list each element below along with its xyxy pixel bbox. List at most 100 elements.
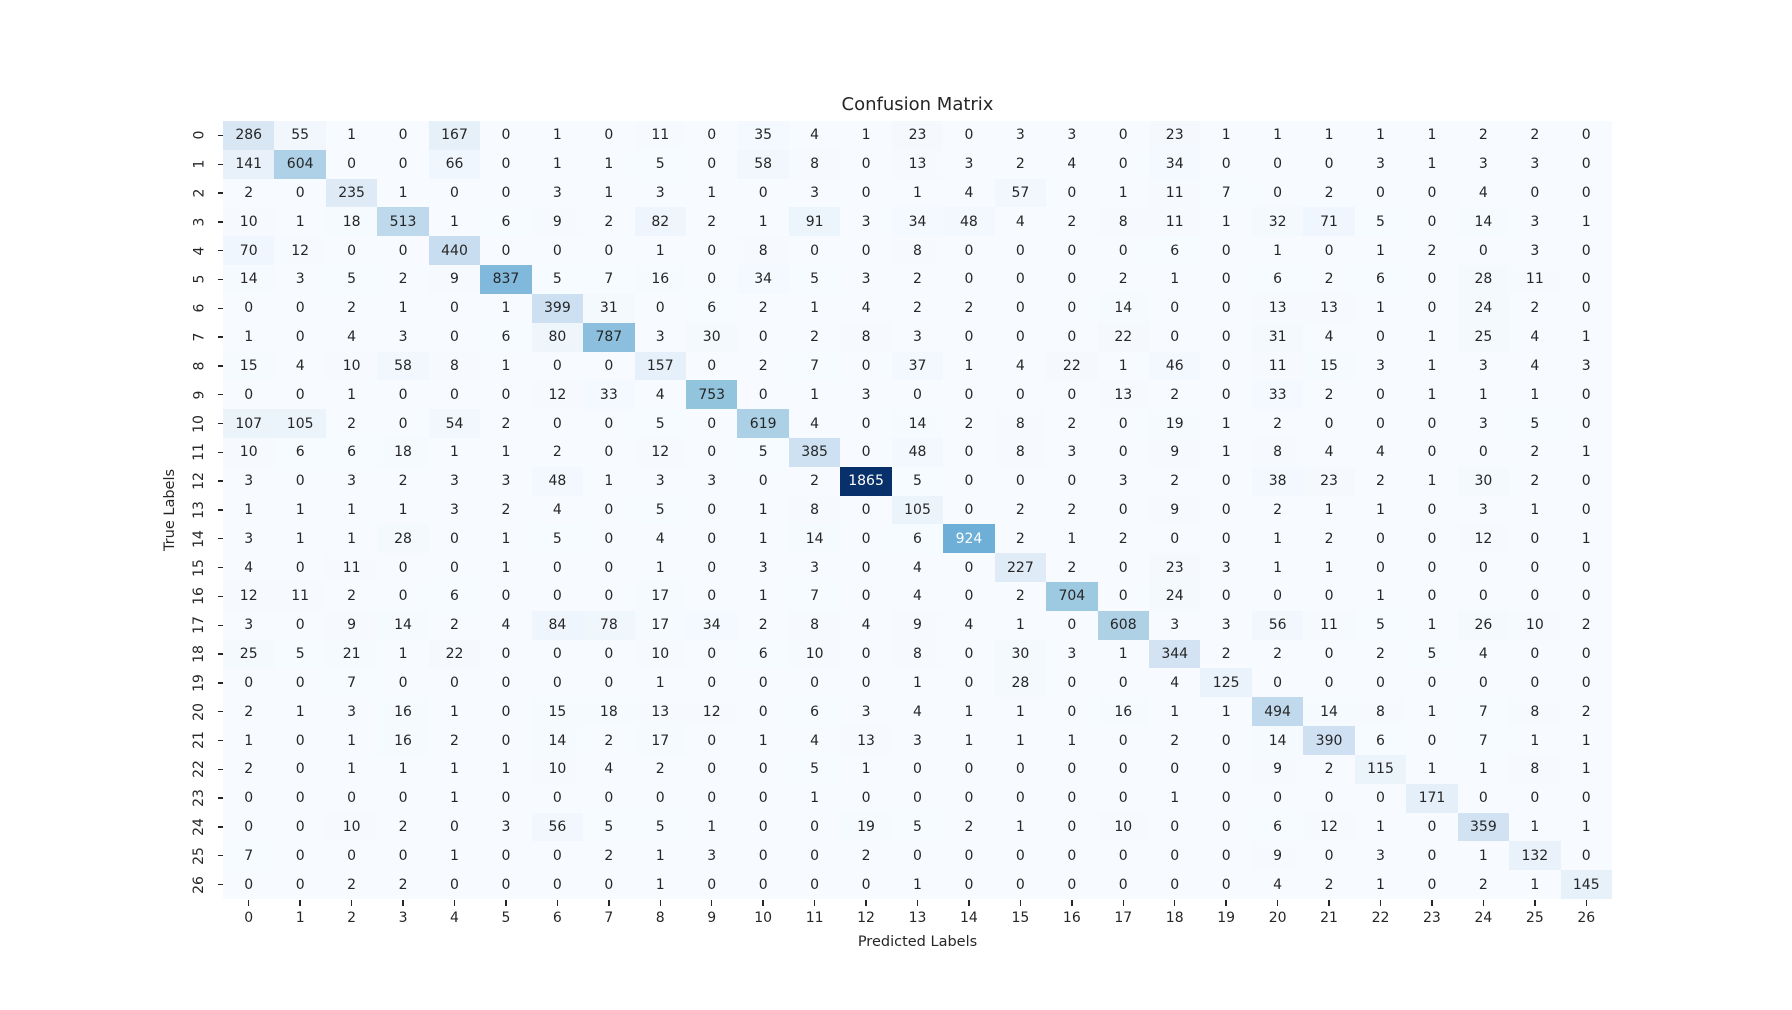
matrix-cell-r1-c19: 0 [1200,149,1252,179]
matrix-cell-r14-c19: 0 [1200,524,1252,554]
matrix-cell-r2-c4: 0 [428,178,481,208]
matrix-cell-r2-c25: 0 [1509,178,1561,208]
matrix-cell-r18-c26: 0 [1560,639,1612,669]
matrix-cell-r6-c6: 399 [531,293,584,323]
matrix-cell-r3-c24: 14 [1457,207,1510,237]
y-tick-label-10: 10 [190,414,207,433]
y-tick-mark-20 [218,710,223,713]
matrix-cell-r13-c0: 1 [223,495,275,525]
matrix-cell-r17-c22: 5 [1354,610,1407,640]
matrix-cell-r16-c15: 2 [994,582,1047,611]
matrix-cell-r5-c16: 0 [1046,265,1098,294]
matrix-cell-r11-c2: 6 [325,437,378,467]
matrix-cell-r19-c22: 0 [1354,668,1407,698]
matrix-cell-r4-c16: 0 [1046,236,1098,266]
x-tick-label-24: 24 [1474,910,1493,926]
matrix-cell-r10-c4: 54 [428,409,481,438]
matrix-cell-r8-c5: 1 [480,351,532,381]
matrix-cell-r10-c16: 2 [1046,409,1098,438]
matrix-cell-r7-c16: 0 [1046,322,1098,352]
matrix-cell-r6-c20: 13 [1251,293,1304,323]
matrix-cell-r11-c5: 1 [480,437,532,467]
y-tick-label-15: 15 [190,558,207,577]
matrix-cell-r19-c9: 0 [685,668,738,698]
matrix-cell-r10-c12: 0 [840,409,892,438]
matrix-cell-r11-c8: 12 [634,437,686,467]
matrix-cell-r25-c1: 0 [274,841,326,871]
matrix-cell-r16-c7: 0 [583,582,635,611]
matrix-cell-r25-c0: 7 [223,841,275,871]
matrix-cell-r9-c0: 0 [223,380,275,410]
matrix-cell-r3-c7: 2 [583,207,635,237]
matrix-cell-r17-c12: 4 [840,610,892,640]
matrix-cell-r24-c15: 1 [994,812,1047,842]
matrix-cell-r24-c11: 0 [788,812,841,842]
matrix-cell-r5-c20: 6 [1251,265,1304,294]
matrix-cell-r25-c2: 0 [325,841,378,871]
matrix-cell-r13-c8: 5 [634,495,686,525]
matrix-cell-r24-c3: 2 [377,812,429,842]
matrix-cell-r15-c10: 3 [737,553,789,583]
matrix-cell-r19-c19: 125 [1200,668,1252,698]
x-tick-label-13: 13 [908,910,927,926]
x-tick-label-10: 10 [754,910,773,926]
x-tick-label-25: 25 [1525,910,1544,926]
y-tick-label-14: 14 [190,529,207,548]
matrix-cell-r3-c6: 9 [531,207,584,237]
x-tick-mark-5 [505,900,507,906]
matrix-cell-r9-c1: 0 [274,380,326,410]
matrix-cell-r5-c22: 6 [1354,265,1407,294]
y-tick-label-19: 19 [190,673,207,692]
matrix-cell-r2-c8: 3 [634,178,686,208]
matrix-cell-r24-c18: 0 [1148,812,1201,842]
matrix-cell-r9-c2: 1 [325,380,378,410]
matrix-cell-r18-c6: 0 [531,639,584,669]
matrix-cell-r15-c4: 0 [428,553,481,583]
x-tick-label-15: 15 [1011,910,1030,926]
matrix-cell-r21-c16: 1 [1046,726,1098,755]
matrix-cell-r19-c17: 0 [1097,668,1149,698]
x-tick-mark-13 [916,900,919,906]
matrix-cell-r4-c2: 0 [325,236,378,266]
x-tick-mark-9 [711,900,713,906]
matrix-cell-r22-c21: 2 [1303,754,1355,784]
matrix-cell-r18-c1: 5 [274,639,326,669]
x-tick-label-2: 2 [347,910,357,926]
matrix-cell-r20-c4: 1 [428,697,481,727]
chart-title: Confusion Matrix [841,94,994,115]
matrix-cell-r5-c25: 11 [1509,265,1561,294]
matrix-cell-r4-c3: 0 [377,236,429,266]
matrix-cell-r7-c24: 25 [1457,322,1510,352]
matrix-cell-r26-c8: 1 [634,870,686,899]
matrix-cell-r18-c10: 6 [737,639,789,669]
matrix-cell-r5-c9: 0 [685,265,738,294]
matrix-cell-r0-c11: 4 [788,121,841,150]
matrix-cell-r9-c3: 0 [377,380,429,410]
matrix-cell-r9-c17: 13 [1097,380,1149,410]
matrix-cell-r23-c25: 0 [1509,783,1561,813]
matrix-cell-r12-c11: 2 [788,466,841,496]
matrix-cell-r1-c26: 0 [1560,149,1612,179]
matrix-cell-r19-c18: 4 [1148,668,1201,698]
matrix-cell-r0-c17: 0 [1097,121,1149,150]
matrix-cell-r21-c11: 4 [788,726,841,755]
y-tick-label-18: 18 [190,645,207,663]
matrix-cell-r0-c10: 35 [737,121,789,150]
matrix-cell-r2-c26: 0 [1560,178,1612,208]
matrix-cell-r2-c0: 2 [223,178,275,208]
heatmap-grid: 286 55 1 0 167 0 1 0 11 0 35 4 1 23 0 3 3 0 23 1 1 1 1 1 2 2 0 141 6… [223,121,1612,899]
x-tick-mark-4 [453,900,456,906]
matrix-cell-r17-c10: 2 [737,610,789,640]
x-tick-mark-23 [1431,900,1433,906]
matrix-cell-r2-c12: 0 [840,178,892,208]
matrix-cell-r16-c12: 0 [840,582,892,611]
matrix-cell-r3-c11: 91 [788,207,841,237]
matrix-cell-r9-c9: 753 [685,380,738,410]
matrix-cell-r17-c0: 3 [223,610,275,640]
matrix-cell-r10-c11: 4 [788,409,841,438]
matrix-cell-r18-c21: 0 [1303,639,1355,669]
matrix-cell-r4-c18: 6 [1148,236,1201,266]
matrix-cell-r25-c13: 0 [891,841,944,871]
matrix-cell-r18-c20: 2 [1251,639,1304,669]
matrix-cell-r24-c24: 359 [1457,812,1510,842]
